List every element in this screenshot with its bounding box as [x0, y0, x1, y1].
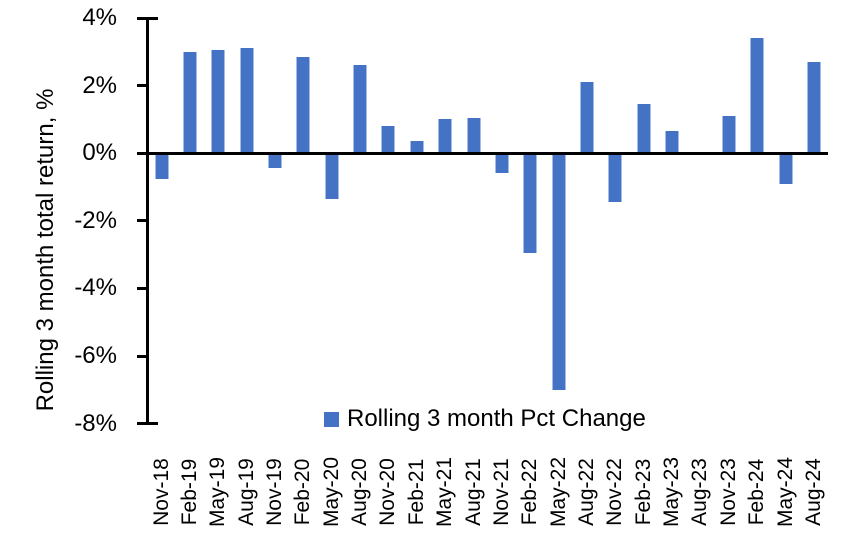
bar-Nov-21 — [494, 153, 509, 174]
y-tick-label: -8% — [74, 409, 117, 437]
bar-May-19 — [211, 50, 226, 154]
bar-May-22 — [551, 153, 566, 390]
y-axis-title: Rolling 3 month total return, % — [32, 88, 59, 412]
y-tick-label: -6% — [74, 342, 117, 369]
bar-Feb-20 — [296, 56, 311, 154]
y-tick-mark — [137, 16, 158, 20]
bar-Nov-20 — [381, 126, 396, 154]
y-axis-line — [146, 16, 149, 426]
y-tick-mark — [137, 354, 147, 358]
bar-May-23 — [665, 131, 680, 154]
x-tick-label: Nov-21 — [489, 458, 513, 526]
x-tick-label: Feb-23 — [631, 458, 655, 526]
y-tick-mark — [137, 151, 147, 155]
legend-swatch-icon — [324, 411, 339, 427]
bar-Nov-19 — [268, 153, 283, 169]
x-tick-label: Nov-20 — [376, 458, 400, 526]
y-tick-label: -2% — [74, 206, 117, 234]
bar-Aug-19 — [239, 48, 254, 154]
x-tick-label: Aug-22 — [575, 458, 598, 526]
bar-May-20 — [324, 153, 339, 199]
x-tick-label: Feb-24 — [745, 458, 769, 526]
bar-Feb-22 — [523, 153, 538, 253]
x-tick-label: Aug-24 — [801, 458, 825, 526]
x-tick-label: Aug-23 — [688, 458, 712, 526]
x-tick-label: Nov-19 — [263, 458, 287, 526]
bar-Feb-19 — [182, 51, 197, 154]
x-tick-label: Aug-20 — [348, 458, 372, 526]
x-tick-label: Aug-19 — [234, 458, 258, 526]
x-tick-label: May-20 — [319, 456, 343, 528]
x-tick-label: Nov-22 — [603, 458, 627, 526]
bar-Nov-23 — [721, 116, 736, 154]
x-tick-label: Nov-23 — [716, 458, 740, 526]
x-tick-label: May-24 — [773, 456, 797, 528]
y-tick-mark — [137, 286, 147, 290]
y-tick-label: 2% — [82, 71, 117, 99]
x-tick-label: Feb-21 — [404, 458, 428, 526]
x-tick-label: Aug-21 — [461, 458, 485, 526]
y-tick-mark — [137, 422, 158, 426]
bar-Aug-21 — [466, 117, 481, 154]
bar-Nov-18 — [154, 153, 169, 179]
bar-Feb-21 — [409, 141, 424, 154]
bar-Aug-24 — [806, 61, 821, 154]
zero-baseline — [146, 151, 828, 155]
bar-May-21 — [438, 119, 453, 154]
legend-label: Rolling 3 month Pct Change — [347, 405, 646, 432]
bar-Feb-24 — [750, 38, 765, 154]
bar-Aug-22 — [580, 82, 594, 154]
bar-Nov-22 — [608, 153, 623, 203]
x-tick-label: May-22 — [546, 456, 570, 528]
x-tick-label: Nov-18 — [149, 458, 173, 526]
x-tick-label: Feb-20 — [291, 458, 315, 526]
y-tick-mark — [137, 219, 147, 223]
legend: Rolling 3 month Pct Change — [324, 405, 646, 433]
x-tick-label: May-21 — [433, 456, 457, 528]
x-tick-label: Feb-19 — [177, 458, 201, 526]
bar-Feb-23 — [636, 104, 651, 154]
bar-May-24 — [778, 153, 793, 184]
y-tick-mark — [137, 84, 147, 88]
y-tick-label: -4% — [74, 274, 117, 302]
x-tick-label: May-23 — [660, 456, 684, 528]
y-tick-label: 4% — [82, 4, 117, 31]
bar-Aug-20 — [353, 65, 368, 154]
x-tick-label: May-19 — [206, 456, 230, 528]
x-tick-label: Feb-22 — [518, 458, 542, 526]
y-tick-label: 0% — [82, 139, 117, 167]
